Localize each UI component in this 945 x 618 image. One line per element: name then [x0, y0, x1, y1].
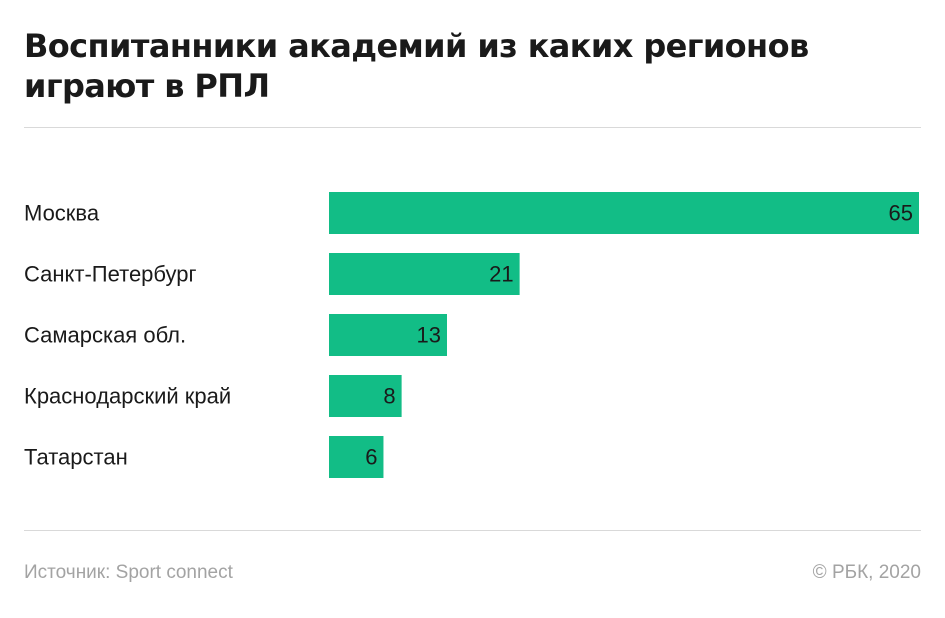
category-label: Татарстан — [24, 445, 128, 470]
value-label: 6 — [365, 445, 377, 470]
bar — [329, 192, 919, 234]
category-label: Краснодарский край — [24, 384, 231, 409]
bar — [329, 375, 402, 417]
title-line-2: играют в РПЛ — [24, 67, 270, 105]
bar — [329, 253, 520, 295]
top-divider — [24, 127, 921, 128]
category-label: Санкт-Петербург — [24, 262, 197, 287]
value-label: 8 — [383, 384, 395, 409]
category-label: Москва — [24, 201, 100, 226]
bar — [329, 436, 384, 478]
value-label: 13 — [417, 323, 441, 348]
source-note: Источник: Sport connect — [24, 562, 233, 583]
copyright-note: © РБК, 2020 — [812, 562, 921, 583]
bar — [329, 314, 447, 356]
title-line-1: Воспитанники академий из каких регионов — [24, 27, 809, 65]
category-label: Самарская обл. — [24, 323, 186, 348]
bottom-divider — [24, 530, 921, 531]
chart-title: Воспитанники академий из каких регионов … — [24, 26, 924, 106]
value-label: 21 — [489, 262, 513, 287]
value-label: 65 — [889, 201, 913, 226]
